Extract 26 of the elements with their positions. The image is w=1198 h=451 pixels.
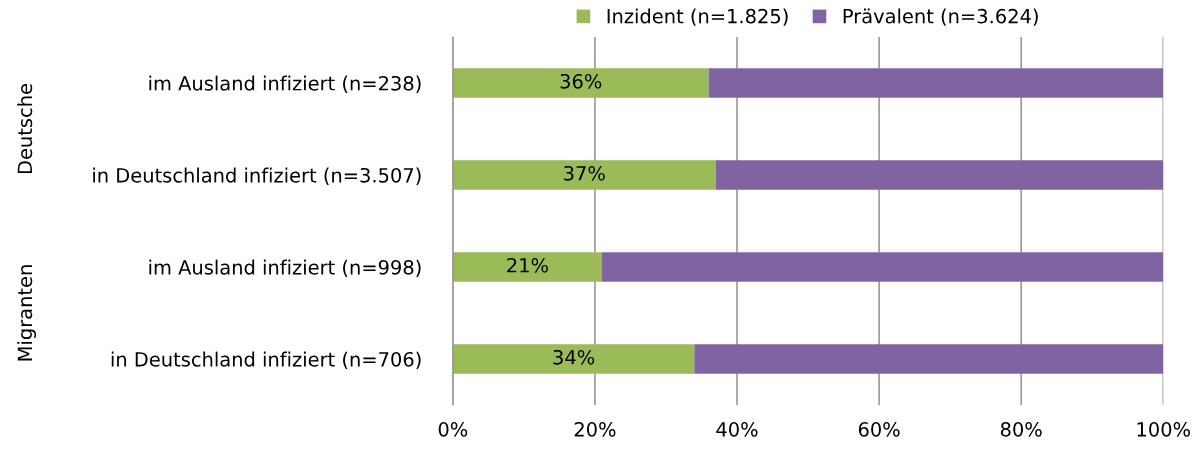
x-tick-label: 80% — [1000, 422, 1042, 437]
y-tick-label: in Deutschland infiziert (n=3.507) — [93, 167, 421, 185]
data-label: 37% — [564, 165, 605, 181]
x-tick-label: 0% — [438, 422, 468, 437]
bar — [452, 160, 716, 190]
bar — [452, 344, 695, 374]
x-tick-label: 100% — [1137, 422, 1190, 437]
text: Migranten — [17, 265, 36, 361]
x-tick-label: 20% — [574, 422, 616, 437]
bar — [452, 252, 603, 282]
legend-label: Inzident (n=1.825) — [607, 8, 788, 26]
bar — [452, 68, 709, 98]
text: Deutsche — [17, 84, 33, 174]
bar — [708, 68, 1164, 98]
bar — [694, 344, 1164, 374]
y-tick-label: im Ausland infiziert (n=998) — [149, 259, 421, 277]
y-tick-label: in Deutschland infiziert (n=706) — [111, 351, 421, 369]
data-label: 21% — [507, 257, 548, 273]
x-tick-label: 60% — [858, 422, 900, 437]
y-tick-label: im Ausland infiziert (n=238) — [149, 75, 421, 93]
data-label: 36% — [560, 73, 602, 89]
bar — [715, 160, 1164, 190]
bar — [602, 252, 1164, 282]
x-tick-label: 40% — [716, 422, 758, 437]
legend-label: Prävalent (n=3.624) — [843, 8, 1038, 26]
data-label: 34% — [553, 349, 595, 365]
